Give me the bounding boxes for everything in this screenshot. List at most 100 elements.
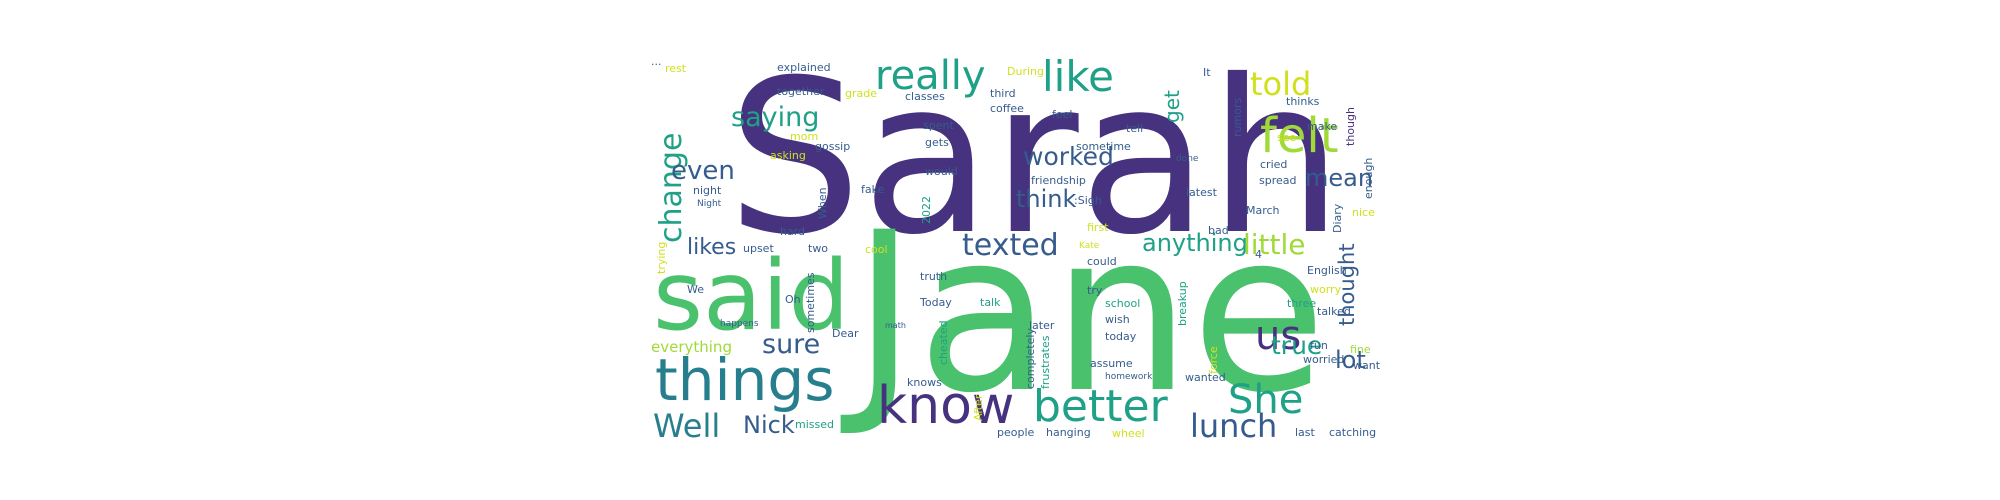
word-cloud-word: talked: [1317, 305, 1351, 318]
word-cloud-word: Well: [653, 407, 721, 445]
word-cloud-word: three: [1287, 297, 1317, 310]
word-cloud-word: later: [1029, 319, 1055, 332]
word-cloud-word: assume: [1090, 357, 1133, 370]
word-cloud: Sarah Jane said things know better She Well us lu…: [645, 58, 1425, 446]
word-cloud-word: fine: [1350, 343, 1371, 356]
word-cloud-word: today: [1105, 330, 1137, 343]
word-cloud-word: explained: [777, 61, 831, 74]
word-cloud-word: little: [1243, 228, 1306, 261]
word-cloud-word: force: [1207, 346, 1220, 374]
word-cloud-word: third: [990, 87, 1016, 100]
word-cloud-word: happens: [720, 319, 759, 329]
word-cloud-word: 2022: [920, 196, 933, 224]
word-cloud-word: Today: [920, 296, 952, 309]
word-cloud-word: cool: [865, 243, 888, 256]
word-cloud-word: worried: [1303, 353, 1345, 366]
word-cloud-word: homework: [1105, 372, 1153, 382]
word-cloud-word: nice: [1352, 206, 1375, 219]
word-cloud-word: ...: [651, 58, 662, 68]
word-cloud-word: try: [1087, 284, 1103, 297]
word-cloud-word: lunch: [1190, 407, 1278, 445]
word-cloud-word: could: [1087, 255, 1117, 268]
word-cloud-word: true: [1271, 331, 1323, 360]
word-cloud-word: talk: [980, 296, 1001, 309]
word-cloud-word: truth: [920, 270, 948, 283]
word-cloud-word: hanging: [1046, 426, 1091, 439]
word-cloud-word: spent: [923, 119, 954, 132]
word-cloud-word: even: [671, 156, 735, 186]
word-cloud-word: knows: [907, 376, 942, 389]
word-cloud-word: see: [1277, 131, 1297, 144]
word-cloud-word: After: [972, 394, 985, 421]
word-cloud-word: coffee: [990, 102, 1024, 115]
word-cloud-word: friendship: [1031, 174, 1086, 187]
word-cloud-word: latest: [1186, 186, 1217, 199]
word-cloud-word: lot: [1335, 346, 1366, 374]
word-cloud-word: upset: [743, 242, 774, 255]
word-cloud-word: felt: [1260, 108, 1339, 164]
word-cloud-word: English: [1307, 264, 1347, 277]
word-cloud-word: March: [1246, 204, 1280, 217]
word-cloud-word: worry: [1310, 283, 1342, 296]
word-cloud-word: sure: [762, 329, 821, 360]
word-cloud-word: Oh: [785, 293, 801, 306]
word-cloud-word: gets: [925, 136, 949, 149]
word-cloud-word: school: [1105, 297, 1141, 310]
word-cloud-word: things: [655, 346, 835, 414]
word-cloud-word: us: [1255, 313, 1302, 359]
word-cloud-word: breakup: [1176, 281, 1189, 326]
word-cloud-word: wish: [1105, 313, 1130, 326]
word-cloud-word: last: [1295, 426, 1315, 439]
word-cloud-word: really: [875, 58, 986, 99]
word-cloud-word: gossip: [815, 140, 851, 153]
word-cloud-word: Night: [697, 199, 722, 209]
word-cloud-word: worked: [1023, 142, 1114, 171]
word-cloud-word: done: [1176, 154, 1199, 164]
word-cloud-word: likes: [687, 235, 737, 260]
word-cloud-word: Kate: [1079, 241, 1100, 251]
word-cloud-word: know: [877, 376, 1015, 436]
word-cloud-word: We: [687, 283, 704, 296]
word-cloud-word: told: [1250, 65, 1312, 103]
word-cloud-word: fake: [861, 183, 885, 196]
word-cloud-word: would: [925, 165, 958, 178]
word-cloud-word: tell: [1126, 122, 1144, 135]
word-cloud-word: It: [1203, 66, 1211, 79]
word-cloud-word: grade: [845, 87, 877, 100]
word-cloud-word: two: [808, 242, 829, 255]
word-cloud-word: think: [1016, 185, 1077, 213]
word-cloud-word: night: [693, 184, 722, 197]
word-cloud-word: feel: [1052, 108, 1073, 121]
word-cloud-word: Sarah: [727, 58, 1343, 281]
word-cloud-word: catching: [1329, 426, 1377, 439]
word-cloud-word: wheel: [1112, 427, 1145, 440]
word-cloud-word: asking: [770, 149, 806, 162]
word-cloud-word: texted: [962, 228, 1059, 263]
word-cloud-word: math: [885, 321, 906, 330]
word-cloud-word: first: [1087, 221, 1109, 234]
word-cloud-word: She: [1228, 377, 1304, 423]
word-cloud-word: classes: [905, 90, 945, 103]
word-cloud-word: better: [1033, 381, 1168, 432]
word-cloud-word: mean: [1305, 164, 1374, 192]
word-cloud-word: completely: [1024, 328, 1037, 389]
word-cloud-word: sometimes: [804, 272, 817, 333]
word-cloud-word: mom: [790, 130, 819, 143]
word-cloud-word: everything: [651, 338, 732, 356]
word-cloud-word: trying: [655, 241, 668, 274]
word-cloud-word: change: [654, 132, 689, 243]
word-cloud-word: During: [1007, 65, 1044, 78]
word-cloud-word: spread: [1259, 174, 1297, 187]
word-cloud-word: cheated: [937, 320, 950, 365]
word-cloud-word: enough: [1362, 157, 1375, 199]
word-cloud-word: Diary: [1331, 203, 1344, 233]
word-cloud-word: When: [816, 187, 829, 219]
word-cloud-word: want: [1353, 359, 1381, 372]
word-cloud-word: rumors: [1231, 97, 1244, 137]
word-cloud-word: 4: [1255, 248, 1262, 261]
word-cloud-word: sometime: [1076, 140, 1131, 153]
word-cloud-word: thinks: [1286, 95, 1320, 108]
word-cloud-word: missed: [795, 418, 834, 431]
word-cloud-word: frustrates: [1039, 335, 1052, 390]
